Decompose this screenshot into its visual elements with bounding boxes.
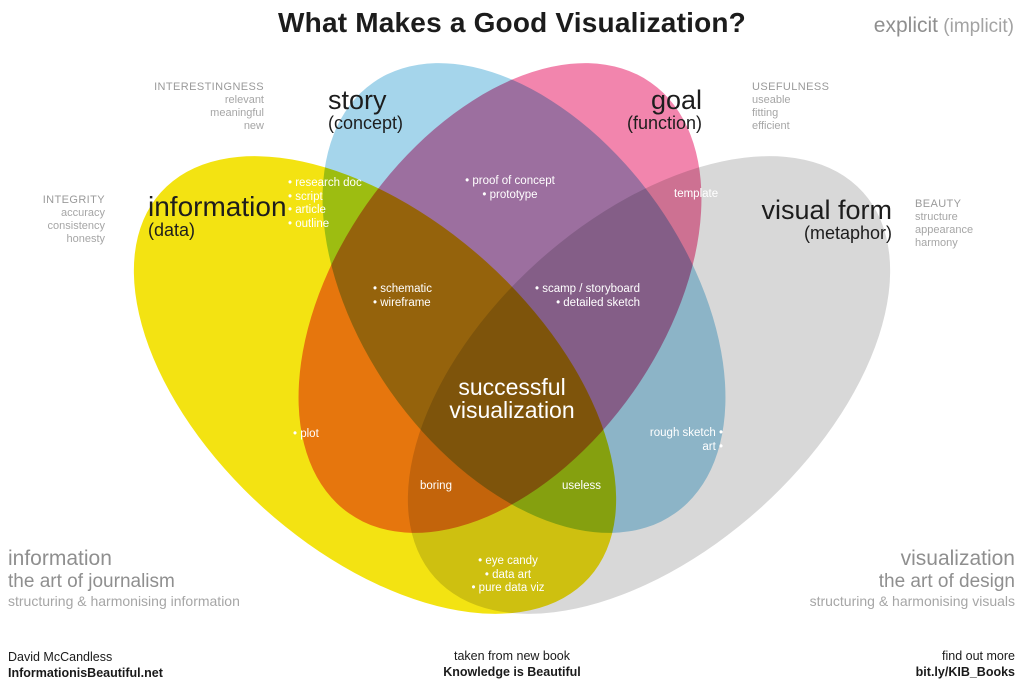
quality-item: relevant [224, 94, 264, 106]
intersection-item: • eye candy [478, 555, 538, 567]
explicit-label: explicit [873, 14, 938, 37]
visual-form-set-label: visual form (metaphor) [761, 196, 892, 243]
book-credit: taken from new book Knowledge is Beautif… [0, 648, 1024, 680]
find-out-more: find out more bit.ly/KIB_Books [916, 648, 1015, 680]
quality-interestingness: INTERESTINGNESS relevant meaningful new [154, 81, 264, 133]
quality-item: harmony [915, 237, 958, 249]
quality-item: meaningful [210, 107, 264, 119]
intersection-story-goal-form: • scamp / storyboard • detailed sketch [535, 283, 640, 310]
bottom-right-statement: visualization the art of design structur… [810, 547, 1015, 610]
intersection-info-form: • eye candy • data art • pure data viz [448, 555, 568, 596]
quality-item: efficient [752, 120, 790, 132]
set-label-main: information [148, 191, 287, 222]
intersection-item: boring [420, 480, 452, 492]
author-credit: David McCandless InformationisBeautiful.… [8, 649, 163, 681]
intersection-useless: useless [562, 480, 601, 494]
more-label: find out more [942, 649, 1015, 663]
quality-item: appearance [915, 224, 974, 236]
corner-title: visualization [900, 547, 1015, 570]
intersection-item: useless [562, 480, 601, 492]
author-site: InformationisBeautiful.net [8, 666, 163, 680]
quality-item: accuracy [60, 207, 105, 219]
quality-item: fitting [752, 107, 779, 119]
intersection-item: • plot [293, 428, 319, 440]
corner-description: structuring & harmonising information [8, 593, 240, 609]
intersection-item: rough sketch • [649, 427, 723, 439]
corner-title: information [8, 547, 112, 570]
intersection-story-information: • research doc • script • article • outl… [288, 177, 362, 231]
corner-description: structuring & harmonising visuals [809, 593, 1015, 609]
quality-item: consistency [47, 220, 105, 232]
corner-subtitle: the art of journalism [8, 571, 175, 592]
quality-usefulness: USEFULNESS useable fitting efficient [752, 81, 829, 133]
intersection-item: • article [288, 204, 326, 216]
book-note: taken from new book [453, 649, 571, 663]
book-title: Knowledge is Beautiful [443, 665, 581, 679]
intersection-goal-visual-form: template [674, 188, 718, 202]
quality-integrity: INTEGRITY accuracy consistency honesty [43, 194, 105, 246]
intersection-story-goal: • proof of concept • prototype [440, 175, 580, 202]
quality-item: honesty [66, 233, 105, 245]
explicit-implicit-note: explicit (implicit) [874, 14, 1014, 38]
intersection-item: • schematic [373, 283, 432, 295]
intersection-info-goal: • plot [293, 428, 319, 442]
goal-set-label: goal (function) [627, 86, 702, 133]
quality-name: INTERESTINGNESS [154, 81, 264, 93]
quality-name: BEAUTY [915, 198, 962, 210]
intersection-item: • pure data viz [471, 582, 545, 594]
more-link: bit.ly/KIB_Books [915, 665, 1015, 679]
intersection-item: • prototype [482, 188, 538, 201]
quality-item: new [243, 120, 264, 132]
quality-beauty: BEAUTY structure appearance harmony [915, 198, 973, 250]
set-label-sub: (data) [148, 220, 196, 241]
intersection-item: • script [288, 190, 323, 203]
information-set-label: information (data) [148, 192, 287, 240]
center-label-successful-visualization: successful visualization [432, 376, 592, 422]
quality-name: INTEGRITY [42, 194, 105, 206]
intersection-item: • data art [484, 568, 532, 581]
intersection-info-story-goal: • schematic • wireframe [373, 283, 432, 310]
intersection-item: • research doc [288, 177, 362, 189]
author-name: David McCandless [8, 650, 113, 664]
set-label-sub: (concept) [328, 113, 404, 134]
intersection-story-form: rough sketch • art • [650, 427, 723, 454]
intersection-item: • outline [288, 217, 330, 230]
quality-item: useable [752, 94, 791, 106]
intersection-item: • scamp / storyboard [534, 283, 640, 295]
page-title: What Makes a Good Visualization? [278, 7, 746, 38]
set-label-main: goal [650, 85, 702, 115]
corner-subtitle: the art of design [878, 571, 1015, 592]
implicit-label: (implicit) [938, 16, 1014, 37]
intersection-boring: boring [420, 480, 452, 494]
intersection-item: • wireframe [373, 296, 431, 309]
center-line: visualization [449, 397, 575, 423]
story-set-label: story (concept) [328, 86, 403, 133]
intersection-item: art • [702, 440, 723, 453]
quality-item: structure [915, 211, 958, 223]
quality-name: USEFULNESS [752, 81, 830, 93]
center-line: successful [458, 374, 566, 400]
intersection-item: • proof of concept [465, 175, 555, 187]
set-label-sub: (metaphor) [803, 223, 892, 244]
set-label-main: story [328, 85, 387, 115]
set-label-main: visual form [761, 195, 892, 225]
intersection-item: • detailed sketch [556, 296, 640, 309]
intersection-item: template [674, 188, 719, 200]
set-label-sub: (function) [626, 113, 702, 134]
bottom-left-statement: information the art of journalism struct… [8, 547, 240, 610]
